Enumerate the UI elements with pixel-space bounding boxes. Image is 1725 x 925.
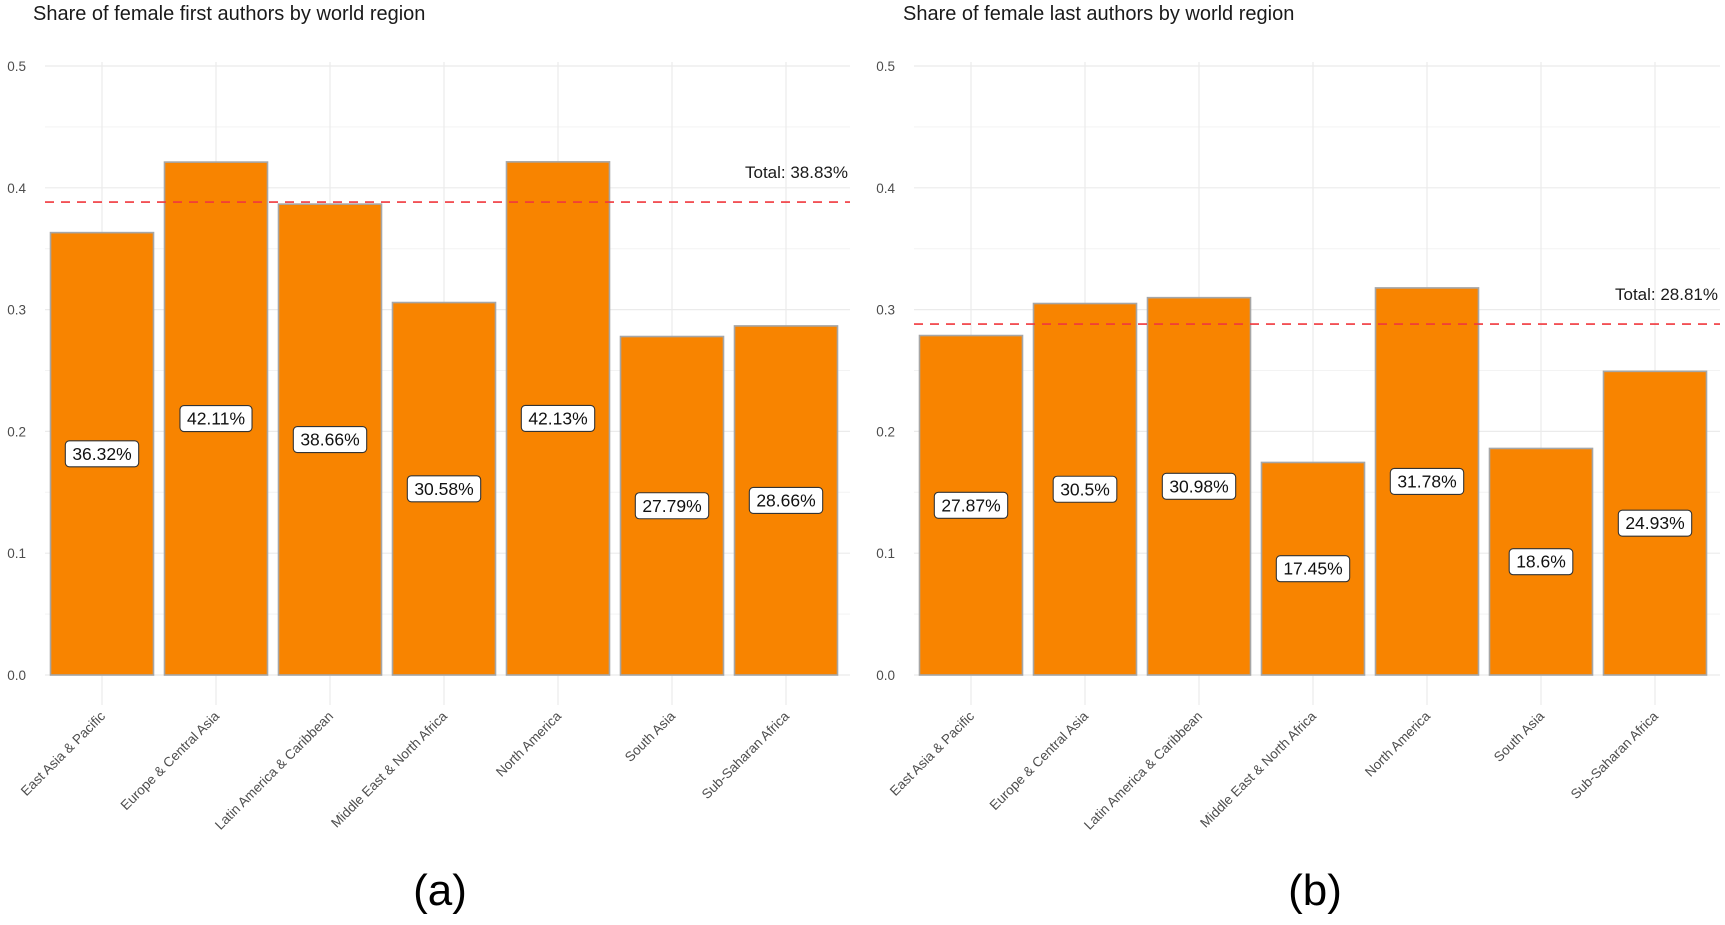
total-label: Total: 28.81% <box>1615 285 1718 304</box>
x-tick-label: Sub-Saharan Africa <box>699 708 793 802</box>
y-tick-label: 0.1 <box>7 546 26 561</box>
data-label-text: 24.93% <box>1625 513 1684 533</box>
data-label: 42.11% <box>179 405 253 433</box>
data-label-box <box>179 405 253 433</box>
data-label-box <box>292 426 368 454</box>
chart-title: Share of female first authors by world r… <box>33 3 425 25</box>
x-tick-label: Latin America & Caribbean <box>1081 709 1205 833</box>
data-label: 42.13% <box>520 404 596 432</box>
data-label: 27.79% <box>634 492 710 520</box>
y-tick-label: 0.3 <box>876 303 895 318</box>
panel-a-first-authors: Share of female first authors by world r… <box>7 3 850 915</box>
x-tick-label: Middle East & North Africa <box>1197 708 1319 830</box>
x-tick-label: North America <box>1362 708 1433 779</box>
data-label-box <box>406 475 482 503</box>
data-label-text: 17.45% <box>1283 559 1342 579</box>
data-label: 28.66% <box>748 486 824 515</box>
panel-b-last-authors: Share of female last authors by world re… <box>876 3 1720 915</box>
data-label: 31.78% <box>1389 467 1465 496</box>
x-tick-label: East Asia & Pacific <box>18 708 108 798</box>
x-tick-label: East Asia & Pacific <box>887 708 977 798</box>
data-label-text: 36.32% <box>72 444 131 464</box>
y-tick-label: 0.5 <box>7 59 26 74</box>
x-tick-label: Latin America & Caribbean <box>212 709 336 833</box>
data-label-box <box>933 491 1009 519</box>
x-tick-label: South Asia <box>1491 708 1548 765</box>
x-tick-label: South Asia <box>622 708 679 765</box>
y-tick-label: 0.0 <box>876 668 895 683</box>
x-tick-label: Middle East & North Africa <box>328 708 450 830</box>
chart-title: Share of female last authors by world re… <box>903 3 1294 25</box>
data-label-box <box>1508 548 1574 576</box>
y-tick-label: 0.1 <box>876 546 895 561</box>
data-label: 17.45% <box>1275 555 1351 583</box>
x-tick-label: Sub-Saharan Africa <box>1568 708 1662 802</box>
data-label: 38.66% <box>292 426 368 454</box>
data-label-box <box>1052 475 1118 503</box>
data-label-box <box>520 404 596 432</box>
data-label-text: 38.66% <box>300 430 359 450</box>
x-tick-label: North America <box>493 708 564 779</box>
y-tick-label: 0.2 <box>7 424 26 439</box>
panel-caption: (b) <box>1288 866 1342 915</box>
data-label: 27.87% <box>933 491 1009 519</box>
panel-caption: (a) <box>413 866 467 915</box>
data-label-box <box>1275 555 1351 583</box>
y-tick-label: 0.0 <box>7 668 26 683</box>
data-label-box <box>634 492 710 520</box>
data-label-text: 27.79% <box>642 496 701 516</box>
data-label: 36.32% <box>64 440 140 468</box>
data-label: 24.93% <box>1617 509 1693 537</box>
y-tick-label: 0.2 <box>876 424 895 439</box>
data-label-text: 42.13% <box>528 408 587 428</box>
data-label-text: 28.66% <box>756 490 815 510</box>
total-label: Total: 38.83% <box>745 163 848 182</box>
y-tick-label: 0.3 <box>7 303 26 318</box>
data-label-text: 18.6% <box>1516 552 1566 572</box>
y-tick-label: 0.4 <box>7 181 26 196</box>
data-label-text: 31.78% <box>1397 471 1456 491</box>
y-tick-label: 0.5 <box>876 59 895 74</box>
x-tick-label: Europe & Central Asia <box>118 708 223 813</box>
data-label: 18.6% <box>1508 548 1574 576</box>
data-label-text: 42.11% <box>187 409 245 429</box>
x-tick-label: Europe & Central Asia <box>987 708 1092 813</box>
data-label-text: 30.5% <box>1060 479 1110 499</box>
data-label: 30.58% <box>406 475 482 503</box>
data-label: 30.98% <box>1161 472 1237 500</box>
data-label-text: 30.98% <box>1169 476 1228 496</box>
data-label-box <box>64 440 140 468</box>
data-label-box <box>1161 472 1237 500</box>
data-label-text: 27.87% <box>941 495 1000 515</box>
data-label-box <box>748 486 824 515</box>
data-label: 30.5% <box>1052 475 1118 503</box>
data-label-text: 30.58% <box>414 479 473 499</box>
y-tick-label: 0.4 <box>876 181 895 196</box>
data-label-box <box>1389 467 1465 496</box>
data-label-box <box>1617 509 1693 537</box>
